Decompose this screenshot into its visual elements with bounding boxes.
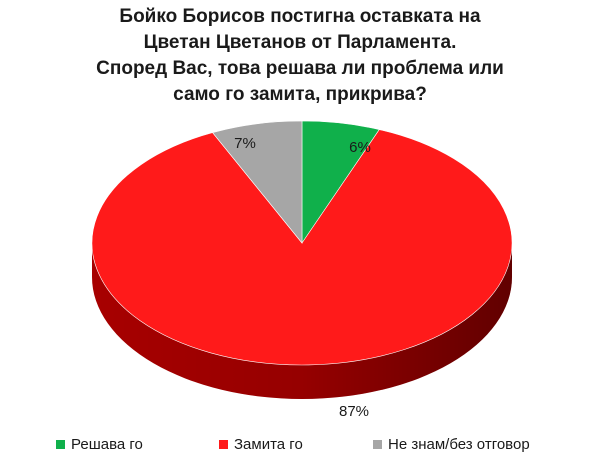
chart-title-line-1: Бойко Борисов постигна оставката на <box>119 6 481 27</box>
legend: Решава го Замита го Не знам/без отговор <box>0 436 600 458</box>
legend-label-ne-znam: Не знам/без отговор <box>388 436 530 453</box>
pie-top-group <box>91 120 513 366</box>
pie-label-ne-znam: 7% <box>234 135 256 152</box>
legend-swatch-zamita <box>219 440 228 449</box>
legend-swatch-reshava <box>56 440 65 449</box>
pie-side-shade-zamita <box>92 243 512 399</box>
pie-label-reshava: 6% <box>349 139 371 156</box>
legend-item-reshava: Решава го <box>56 436 143 453</box>
chart-title-line-2: Цветан Цветанов от Парламента. <box>143 32 457 53</box>
legend-item-zamita: Замита го <box>219 436 303 453</box>
legend-label-zamita: Замита го <box>234 436 303 453</box>
chart-title-line-3: Според Вас, това решава ли проблема или <box>96 58 504 79</box>
legend-item-ne-znam: Не знам/без отговор <box>373 436 530 453</box>
pie-slice-zamita <box>91 129 513 366</box>
pie-label-zamita: 87% <box>339 403 369 420</box>
legend-swatch-ne-znam <box>373 440 382 449</box>
chart-title-line-4: само го замита, прикрива? <box>173 84 427 105</box>
pie-slice-ne-znam <box>212 120 303 244</box>
pie-side-group <box>92 243 512 399</box>
chart-title: Бойко Борисов постигна оставката на Цвет… <box>0 4 600 108</box>
pie-labels-group: 6% 87% 7% <box>234 135 371 420</box>
legend-label-reshava: Решава го <box>71 436 143 453</box>
